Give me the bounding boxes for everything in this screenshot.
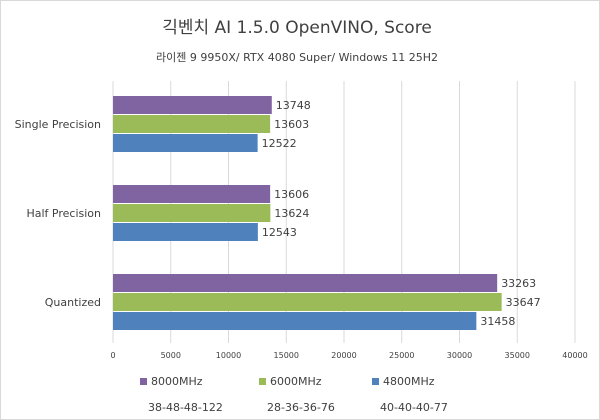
x-tick-label: 25000	[389, 351, 414, 360]
legend-label: 6000MHz	[270, 375, 322, 388]
bar	[113, 115, 271, 133]
data-label: 12522	[262, 137, 297, 150]
category-label: Single Precision	[15, 118, 101, 131]
x-tick-label: 35000	[505, 351, 530, 360]
x-tick-label: 30000	[447, 351, 472, 360]
data-label: 31458	[480, 315, 515, 328]
legend-timing: 28-36-36-76	[267, 401, 335, 414]
legend-timing: 40-40-40-77	[380, 401, 448, 414]
data-label: 13748	[276, 99, 311, 112]
legend-swatch	[140, 378, 147, 385]
legend-label: 4800MHz	[383, 375, 435, 388]
bar	[113, 204, 271, 222]
bar	[113, 96, 272, 114]
category-label: Half Precision	[26, 207, 101, 220]
legend-timing: 38-48-48-122	[148, 401, 223, 414]
bar	[113, 274, 498, 292]
chart-title: 긱벤치 AI 1.5.0 OpenVINO, Score	[162, 18, 432, 38]
x-tick-label: 5000	[161, 351, 181, 360]
legend-label: 8000MHz	[151, 375, 203, 388]
data-label: 33263	[501, 277, 536, 290]
bar	[113, 312, 477, 330]
bar	[113, 185, 271, 203]
bar-layer	[113, 96, 502, 330]
x-tick-label: 0	[110, 351, 115, 360]
bar	[113, 223, 258, 241]
category-label: Quantized	[45, 296, 101, 309]
legend-swatch	[259, 378, 266, 385]
bar	[113, 293, 502, 311]
data-label: 13603	[274, 118, 309, 131]
data-label: 13624	[274, 207, 309, 220]
data-label: 12543	[262, 226, 297, 239]
legend-swatch	[372, 378, 379, 385]
x-tick-label: 20000	[331, 351, 356, 360]
chart-subtitle: 라이젠 9 9950X/ RTX 4080 Super/ Windows 11 …	[156, 51, 438, 64]
data-label: 13606	[274, 188, 309, 201]
x-tick-label: 10000	[216, 351, 241, 360]
bar	[113, 134, 258, 152]
data-label: 33647	[506, 296, 541, 309]
label-layer: 0 5000 10000 15000 20000 25000 30000 35000 40000…	[15, 99, 588, 360]
x-tick-label: 40000	[562, 351, 587, 360]
legend: 8000MHz 38-48-48-122 6000MHz 28-36-36-76 480…	[140, 375, 448, 414]
x-tick-label: 15000	[274, 351, 299, 360]
